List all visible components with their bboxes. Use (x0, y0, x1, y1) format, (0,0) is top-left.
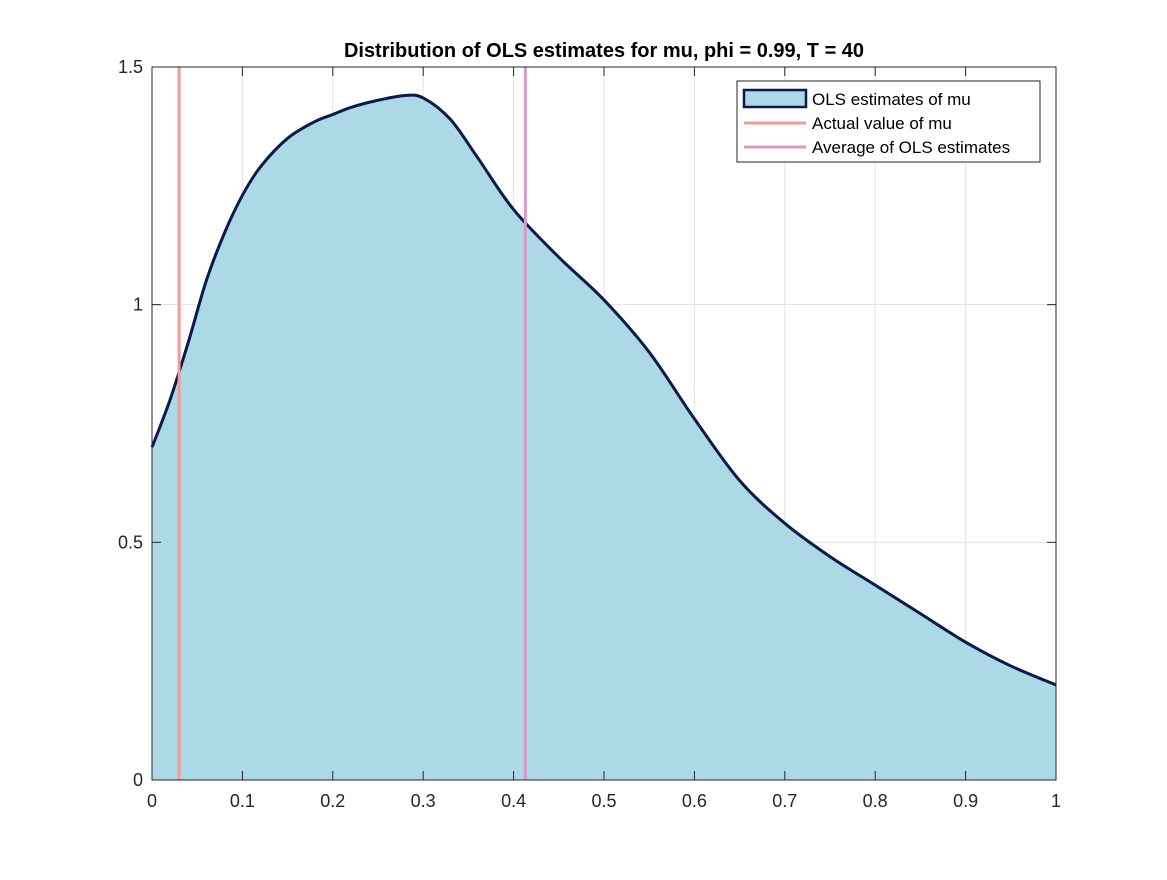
x-tick-label: 0.2 (320, 791, 345, 811)
chart-title: Distribution of OLS estimates for mu, ph… (344, 40, 864, 62)
y-tick-label: 0.5 (118, 532, 143, 552)
x-tick-label: 0 (147, 791, 157, 811)
legend-label-ols-estimates: OLS estimates of mu (812, 90, 971, 109)
x-tick-label: 0.9 (953, 791, 978, 811)
legend-label-average-ols: Average of OLS estimates (812, 138, 1010, 157)
x-tick-label: 1 (1051, 791, 1061, 811)
x-tick-label: 0.3 (411, 791, 436, 811)
y-tick-labels: 0 0.5 1 1.5 (118, 57, 143, 790)
ols-density-area (152, 95, 1056, 781)
x-tick-label: 0.6 (682, 791, 707, 811)
y-tick-label: 1.5 (118, 57, 143, 77)
legend-swatch-ols-estimates (742, 88, 808, 109)
y-tick-label: 0 (133, 770, 143, 790)
axes (151, 66, 1057, 781)
x-tick-label: 0.8 (863, 791, 888, 811)
ols-density-line (150, 93, 1057, 687)
x-tick-label: 0.5 (591, 791, 616, 811)
legend-label-actual-value: Actual value of mu (812, 114, 952, 133)
data-series (150, 67, 1057, 781)
y-tick-label: 1 (133, 295, 143, 315)
x-tick-label: 0.4 (501, 791, 526, 811)
x-tick-label: 0.1 (230, 791, 255, 811)
legend: OLS estimates of mu Actual value of mu A… (736, 80, 1041, 163)
x-tick-labels: 0 0.1 0.2 0.3 0.4 0.5 0.6 0.7 0.8 0.9 1 (147, 791, 1061, 811)
x-tick-label: 0.7 (772, 791, 797, 811)
